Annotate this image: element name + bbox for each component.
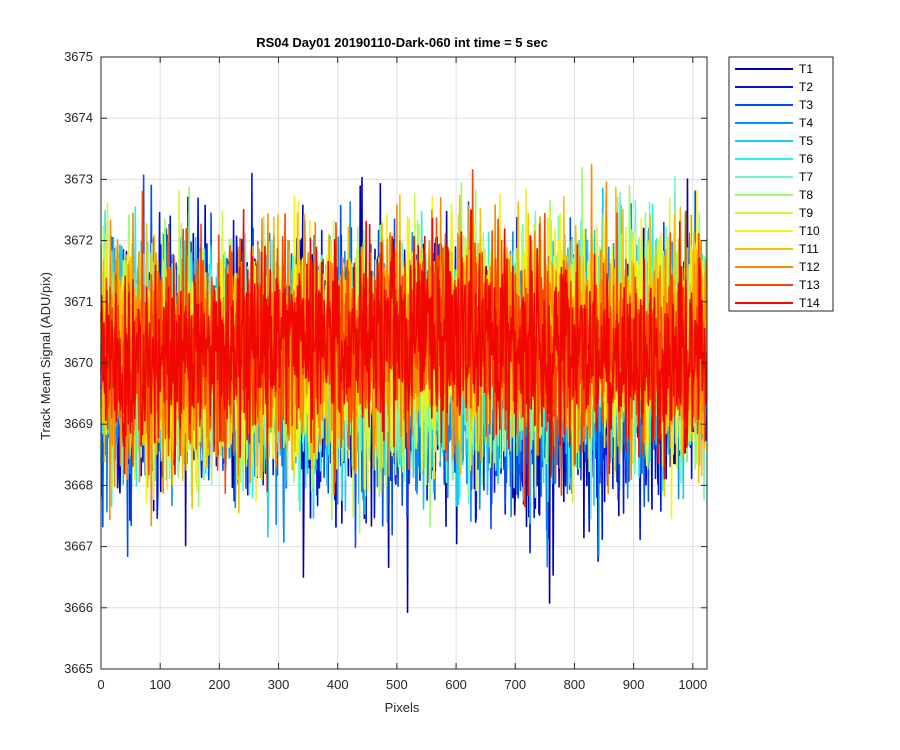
y-tick-label: 3669	[64, 416, 93, 431]
y-tick-label: 3670	[64, 355, 93, 370]
x-tick-label: 100	[149, 677, 171, 692]
y-tick-label: 3666	[64, 600, 93, 615]
legend-label-t12: T12	[799, 260, 820, 274]
x-tick-label: 800	[564, 677, 586, 692]
x-tick-label: 900	[623, 677, 645, 692]
x-tick-label: 600	[445, 677, 467, 692]
legend-label-t10: T10	[799, 224, 820, 238]
y-tick-label: 3667	[64, 539, 93, 554]
legend-label-t14: T14	[799, 296, 820, 310]
legend-label-t8: T8	[799, 188, 813, 202]
series-line-t14	[100, 208, 708, 497]
legend-label-t9: T9	[799, 206, 813, 220]
x-axis-label: Pixels	[385, 700, 420, 715]
y-tick-label: 3668	[64, 477, 93, 492]
legend-label-t2: T2	[799, 80, 813, 94]
x-tick-label: 400	[327, 677, 349, 692]
x-tick-label: 700	[504, 677, 526, 692]
legend-label-t5: T5	[799, 134, 813, 148]
y-tick-label: 3665	[64, 661, 93, 676]
legend: T1 T2 T3 T4 T5 T6 T7 T8 T9 T10 T11 T12 T13 T14	[728, 56, 834, 312]
x-tick-label: 200	[209, 677, 231, 692]
y-tick-label: 3675	[64, 49, 93, 64]
y-tick-label: 3672	[64, 233, 93, 248]
axis-ticks: 0 100 200 300 400 500 600 700 800 900 1000 3665 3666…	[64, 49, 707, 692]
y-axis-label: Track Mean Signal (ADU/pix)	[38, 272, 53, 440]
legend-label-t3: T3	[799, 98, 813, 112]
x-tick-label: 500	[386, 677, 408, 692]
x-tick-label: 300	[268, 677, 290, 692]
legend-label-t4: T4	[799, 116, 813, 130]
x-tick-label: 0	[97, 677, 104, 692]
y-tick-label: 3673	[64, 171, 93, 186]
chart-title: RS04 Day01 20190110-Dark-060 int time = …	[256, 35, 548, 50]
y-tick-label: 3671	[64, 294, 93, 309]
legend-label-t1: T1	[799, 62, 813, 76]
legend-label-t11: T11	[799, 242, 819, 256]
x-tick-label: 1000	[678, 677, 707, 692]
legend-label-t13: T13	[799, 278, 820, 292]
series-lines	[100, 164, 708, 614]
legend-box	[728, 56, 834, 312]
legend-label-t7: T7	[799, 170, 813, 184]
y-tick-label: 3674	[64, 110, 93, 125]
legend-label-t6: T6	[799, 152, 813, 166]
